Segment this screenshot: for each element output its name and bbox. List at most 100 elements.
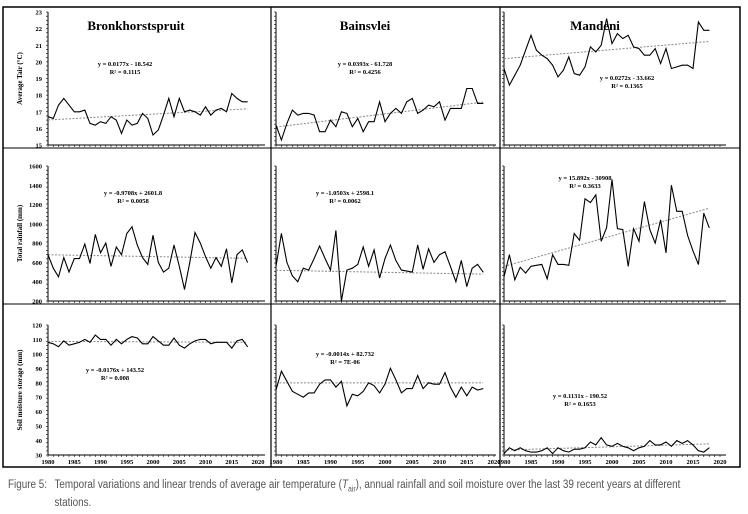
data-point xyxy=(52,118,54,119)
y-tick-label: 22 xyxy=(36,26,43,33)
data-point xyxy=(308,269,310,271)
trend-equation: y = -1.0503x + 2598.1 xyxy=(316,190,374,197)
data-point xyxy=(115,339,117,340)
data-point xyxy=(47,341,49,343)
data-point xyxy=(466,88,468,89)
data-point xyxy=(58,276,59,278)
data-point xyxy=(400,113,402,114)
data-point xyxy=(346,269,348,271)
data-point xyxy=(455,108,457,109)
data-point xyxy=(105,339,107,340)
data-point xyxy=(152,235,154,236)
data-point xyxy=(411,388,413,389)
data-point xyxy=(84,109,86,111)
data-point xyxy=(68,344,70,346)
data-point xyxy=(633,228,634,230)
x-tick-label: 1985 xyxy=(68,459,82,466)
data-point xyxy=(644,201,645,203)
data-point xyxy=(384,258,386,259)
y-axis-label: Average Tair (°C) xyxy=(16,51,24,104)
data-point xyxy=(215,341,217,343)
data-point xyxy=(275,265,277,267)
data-point xyxy=(687,440,688,441)
data-point xyxy=(530,451,532,453)
data-point xyxy=(611,43,613,44)
figure-frame xyxy=(2,6,741,468)
data-point xyxy=(241,101,243,103)
data-point xyxy=(302,267,304,269)
data-point xyxy=(617,228,618,230)
data-point xyxy=(199,114,201,116)
data-point xyxy=(100,252,101,254)
data-point xyxy=(530,265,532,267)
data-point xyxy=(439,254,440,256)
data-point xyxy=(168,267,170,269)
y-tick-label: 21 xyxy=(36,43,43,50)
data-point xyxy=(58,104,59,106)
x-tick-label: 1995 xyxy=(579,459,593,466)
data-point xyxy=(319,245,320,247)
data-point xyxy=(590,441,591,443)
trend-equation: y = -0.0014x + 82.732 xyxy=(316,351,374,358)
data-point xyxy=(692,68,694,69)
y-axis-label: Total rainfall (mm) xyxy=(16,204,24,262)
data-point xyxy=(525,49,526,51)
data-point xyxy=(136,122,138,124)
data-point xyxy=(536,451,537,453)
data-point xyxy=(455,396,457,398)
trend-equation: y = 0.1131x - 190.52 xyxy=(553,393,607,400)
data-point xyxy=(563,263,564,265)
data-point xyxy=(110,265,112,267)
data-point xyxy=(460,260,462,261)
data-point xyxy=(422,388,424,389)
caption-label: Figure 5: xyxy=(8,479,48,491)
x-tick-label: 1995 xyxy=(351,459,365,466)
data-point xyxy=(79,341,80,343)
data-point xyxy=(552,254,553,256)
data-point xyxy=(63,257,65,259)
data-point xyxy=(536,49,537,51)
data-point xyxy=(384,121,386,123)
data-point xyxy=(163,271,164,273)
trend-r-squared: R² = 0.1115 xyxy=(110,69,142,76)
data-point xyxy=(236,340,238,342)
data-point xyxy=(579,448,580,450)
x-tick-label: 1990 xyxy=(552,459,565,466)
data-point xyxy=(406,270,408,272)
x-tick-label: 2000 xyxy=(379,459,392,466)
y-tick-label: 200 xyxy=(32,299,42,306)
data-point xyxy=(552,453,553,454)
data-point xyxy=(275,124,277,126)
data-point xyxy=(638,447,640,449)
data-point xyxy=(147,343,149,345)
data-point xyxy=(477,389,479,391)
x-tick-label: 2005 xyxy=(406,459,420,466)
data-point xyxy=(611,179,613,180)
trend-line xyxy=(275,269,484,275)
data-point xyxy=(433,383,435,385)
data-point xyxy=(671,68,672,69)
y-tick-label: 19 xyxy=(36,76,43,83)
y-tick-label: 80 xyxy=(36,380,43,387)
data-point xyxy=(633,450,634,452)
data-point xyxy=(568,451,570,453)
data-point xyxy=(600,240,602,242)
data-point xyxy=(281,370,282,372)
data-point xyxy=(241,249,243,251)
data-point xyxy=(199,242,201,244)
x-tick-label: 2005 xyxy=(173,459,187,466)
x-tick-label: 1980 xyxy=(42,459,55,466)
y-tick-label: 100 xyxy=(32,351,42,358)
data-point xyxy=(692,250,694,252)
figure-caption: Figure 5: Temporal variations and linear … xyxy=(8,478,743,510)
data-point xyxy=(400,392,402,394)
trend-line xyxy=(503,443,710,451)
data-point xyxy=(514,450,516,452)
x-tick-label: 2000 xyxy=(606,459,619,466)
data-point xyxy=(525,272,526,274)
data-point xyxy=(105,242,107,244)
data-point xyxy=(313,114,315,116)
data-point xyxy=(147,118,149,119)
data-point xyxy=(247,262,248,263)
data-point xyxy=(638,48,640,49)
